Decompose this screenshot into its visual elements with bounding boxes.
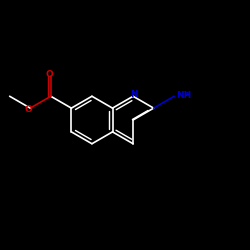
Text: N: N bbox=[130, 90, 138, 99]
Text: O: O bbox=[46, 70, 54, 79]
Text: O: O bbox=[25, 104, 32, 114]
Text: NH: NH bbox=[176, 91, 192, 100]
Text: 2: 2 bbox=[184, 92, 188, 97]
